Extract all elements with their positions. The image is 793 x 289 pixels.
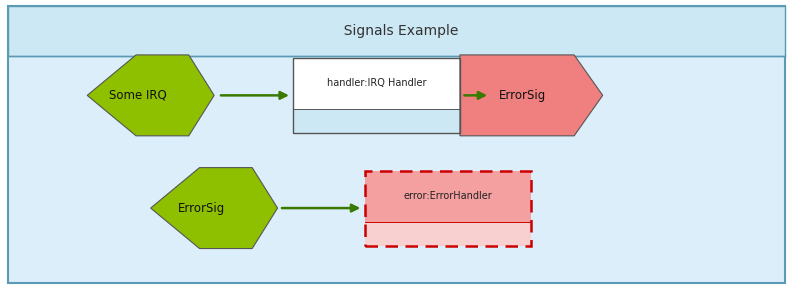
Text: Signals Example: Signals Example (335, 24, 458, 38)
Text: Some IRQ: Some IRQ (109, 89, 167, 102)
Text: handler:IRQ Handler: handler:IRQ Handler (327, 78, 427, 88)
Text: error:ErrorHandler: error:ErrorHandler (404, 191, 492, 201)
Polygon shape (460, 55, 603, 136)
FancyBboxPatch shape (365, 171, 531, 222)
FancyBboxPatch shape (8, 6, 785, 283)
Polygon shape (151, 168, 278, 249)
FancyBboxPatch shape (293, 109, 460, 133)
Text: ErrorSig: ErrorSig (178, 202, 225, 214)
FancyBboxPatch shape (293, 58, 460, 109)
FancyBboxPatch shape (8, 6, 785, 56)
Polygon shape (87, 55, 214, 136)
Text: ErrorSig: ErrorSig (499, 89, 546, 102)
FancyBboxPatch shape (365, 222, 531, 246)
